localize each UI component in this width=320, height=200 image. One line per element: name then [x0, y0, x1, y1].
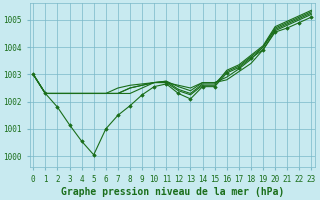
- X-axis label: Graphe pression niveau de la mer (hPa): Graphe pression niveau de la mer (hPa): [61, 186, 284, 197]
